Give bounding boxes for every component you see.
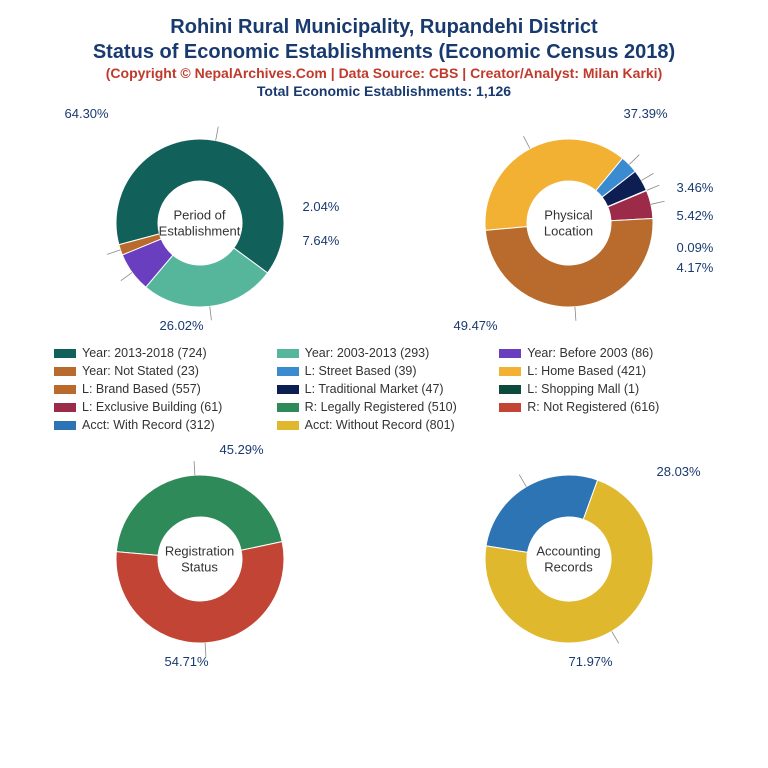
leader-line xyxy=(523,136,530,148)
legend-item: Year: 2003-2013 (293) xyxy=(273,344,496,362)
legend-swatch xyxy=(277,349,299,358)
legend-swatch xyxy=(499,349,521,358)
legend-swatch xyxy=(277,403,299,412)
legend-label: L: Exclusive Building (61) xyxy=(82,400,222,414)
legend-item: L: Street Based (39) xyxy=(273,362,496,380)
title-total: Total Economic Establishments: 1,126 xyxy=(15,83,753,101)
legend-item: L: Shopping Mall (1) xyxy=(495,380,718,398)
pct-label: 71.97% xyxy=(569,654,613,669)
legend-swatch xyxy=(54,403,76,412)
title-copyright: (Copyright © NepalArchives.Com | Data So… xyxy=(15,65,753,83)
pct-label: 3.46% xyxy=(677,180,714,195)
legend-swatch xyxy=(277,421,299,430)
donut-svg xyxy=(30,108,370,338)
legend-label: L: Street Based (39) xyxy=(305,364,417,378)
legend-label: Year: 2003-2013 (293) xyxy=(305,346,430,360)
pct-label: 28.03% xyxy=(657,464,701,479)
donut-physical-location: PhysicalLocation37.39%3.46%4.17%0.09%5.4… xyxy=(399,108,739,338)
legend-swatch xyxy=(277,367,299,376)
title-line1: Rohini Rural Municipality, Rupandehi Dis… xyxy=(15,15,753,40)
donut-slice xyxy=(116,542,284,643)
legend-item: L: Brand Based (557) xyxy=(50,380,273,398)
pct-label: 2.04% xyxy=(303,199,340,214)
top-charts-row: Period ofEstablishment64.30%26.02%7.64%2… xyxy=(15,108,753,338)
legend-label: L: Brand Based (557) xyxy=(82,382,201,396)
legend-label: Year: 2013-2018 (724) xyxy=(82,346,207,360)
leader-line xyxy=(120,272,131,280)
pct-label: 54.71% xyxy=(165,654,209,669)
donut-svg xyxy=(30,444,370,674)
legend: Year: 2013-2018 (724) Year: 2003-2013 (29… xyxy=(15,338,753,444)
donut-slice xyxy=(486,475,598,552)
bottom-charts-row: RegistrationStatus45.29%54.71% Accountin… xyxy=(15,444,753,674)
pct-label: 4.17% xyxy=(677,260,714,275)
legend-item: Acct: Without Record (801) xyxy=(273,416,496,434)
legend-item: Year: 2013-2018 (724) xyxy=(50,344,273,362)
pct-label: 37.39% xyxy=(624,106,668,121)
legend-item: L: Exclusive Building (61) xyxy=(50,398,273,416)
leader-line xyxy=(611,631,618,643)
legend-swatch xyxy=(499,385,521,394)
leader-line xyxy=(646,185,659,190)
legend-swatch xyxy=(54,367,76,376)
donut-period-of-establishment: Period ofEstablishment64.30%26.02%7.64%2… xyxy=(30,108,370,338)
leader-line xyxy=(209,306,211,320)
legend-label: Year: Not Stated (23) xyxy=(82,364,199,378)
legend-label: R: Legally Registered (510) xyxy=(305,400,457,414)
donut-accounting-records: AccountingRecords28.03%71.97% xyxy=(399,444,739,674)
legend-swatch xyxy=(499,403,521,412)
legend-item: L: Home Based (421) xyxy=(495,362,718,380)
pct-label: 5.42% xyxy=(677,208,714,223)
leader-line xyxy=(194,461,195,475)
pct-label: 7.64% xyxy=(303,233,340,248)
legend-label: L: Home Based (421) xyxy=(527,364,646,378)
donut-svg xyxy=(399,108,739,338)
legend-label: L: Shopping Mall (1) xyxy=(527,382,639,396)
donut-slice xyxy=(485,218,653,307)
pct-label: 0.09% xyxy=(677,240,714,255)
leader-line xyxy=(107,250,120,254)
leader-line xyxy=(650,201,664,204)
legend-item: R: Not Registered (616) xyxy=(495,398,718,416)
legend-label: Year: Before 2003 (86) xyxy=(527,346,653,360)
leader-line xyxy=(641,173,653,180)
leader-line xyxy=(519,475,526,487)
title-block: Rohini Rural Municipality, Rupandehi Dis… xyxy=(15,15,753,100)
legend-label: Acct: Without Record (801) xyxy=(305,418,455,432)
legend-swatch xyxy=(54,421,76,430)
legend-swatch xyxy=(54,385,76,394)
pct-label: 45.29% xyxy=(220,442,264,457)
legend-label: R: Not Registered (616) xyxy=(527,400,659,414)
legend-swatch xyxy=(277,385,299,394)
legend-label: Acct: With Record (312) xyxy=(82,418,215,432)
donut-registration-status: RegistrationStatus45.29%54.71% xyxy=(30,444,370,674)
pct-label: 64.30% xyxy=(65,106,109,121)
legend-swatch xyxy=(499,367,521,376)
leader-line xyxy=(215,127,218,141)
legend-item: Acct: With Record (312) xyxy=(50,416,273,434)
legend-item: L: Traditional Market (47) xyxy=(273,380,496,398)
leader-line xyxy=(574,307,575,321)
pct-label: 26.02% xyxy=(160,318,204,333)
legend-swatch xyxy=(54,349,76,358)
title-line2: Status of Economic Establishments (Econo… xyxy=(15,40,753,65)
legend-item: Year: Before 2003 (86) xyxy=(495,344,718,362)
donut-slice xyxy=(116,475,282,555)
legend-item: R: Legally Registered (510) xyxy=(273,398,496,416)
legend-item: Year: Not Stated (23) xyxy=(50,362,273,380)
leader-line xyxy=(629,155,639,165)
pct-label: 49.47% xyxy=(454,318,498,333)
legend-label: L: Traditional Market (47) xyxy=(305,382,444,396)
